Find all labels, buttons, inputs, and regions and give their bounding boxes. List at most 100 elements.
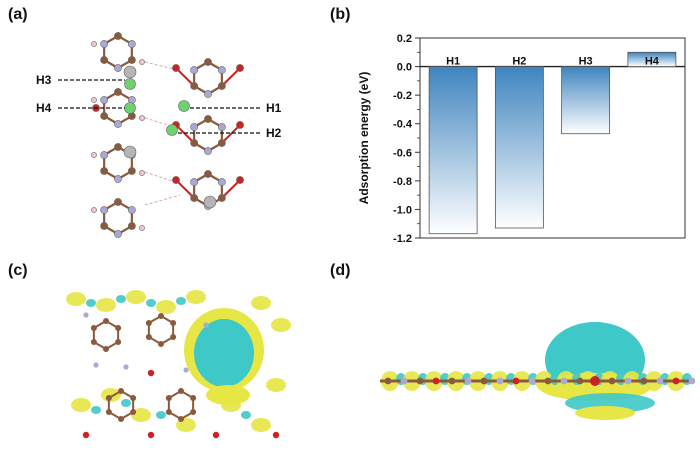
ring-atom (100, 167, 109, 175)
oxygen-atom (590, 376, 600, 386)
bar-h2 (494, 66, 544, 229)
carbon-atom (145, 320, 152, 326)
ring-atom (217, 82, 226, 90)
nitrogen-atom (93, 362, 99, 368)
ring-atom (204, 58, 212, 66)
oxygen-atom (82, 431, 90, 439)
hydrogen-atom (139, 115, 145, 121)
ring-atom (114, 198, 122, 206)
charge-gain-lobe (96, 298, 116, 312)
bond (221, 124, 241, 144)
layer-atom (656, 377, 664, 385)
layer-atom (576, 377, 584, 385)
ring-atom (100, 40, 109, 48)
layer-atom (400, 377, 408, 385)
layer-atom (672, 377, 680, 385)
adsorbate-atom (166, 124, 178, 136)
layer-atom (640, 377, 648, 385)
ring-atom (100, 56, 109, 64)
hydrogen-atom (91, 41, 97, 47)
carbon-atom (103, 318, 109, 324)
carbon-atom (130, 409, 137, 415)
ring-atom (114, 175, 122, 183)
panel-label-b: (b) (330, 6, 351, 23)
oxygen-atom (272, 431, 280, 439)
panel-label-d: (d) (330, 262, 351, 279)
nitrogen-atom (203, 322, 209, 328)
layer-atom (688, 377, 695, 385)
bond (221, 179, 241, 199)
carbon-atom (190, 409, 197, 415)
y-tick-label: -0.4 (393, 119, 413, 131)
adsorbate-atom (124, 102, 136, 114)
bar-h3 (561, 66, 611, 135)
ring-atom (127, 206, 136, 214)
y-tick-label: -0.6 (393, 147, 412, 159)
layer-atom (544, 377, 552, 385)
ring-atom (190, 66, 199, 74)
oxygen-atom (172, 64, 180, 72)
layer-atom (448, 377, 456, 385)
hydrogen-atom (139, 225, 145, 231)
layer-atom (608, 377, 616, 385)
bar-label-h4: H4 (645, 56, 660, 68)
charge-density-side-view (380, 315, 695, 425)
ring-atom (100, 96, 109, 104)
carbon-atom (165, 395, 172, 401)
site-label-h1: H1 (266, 101, 282, 115)
y-tick-label: -1.2 (393, 233, 412, 245)
ring-atom (114, 120, 122, 128)
metal-atom (123, 145, 137, 159)
ring-atom (204, 90, 212, 98)
layer-atom (496, 377, 504, 385)
site-label-h4: H4 (36, 101, 52, 115)
ring-atom (190, 82, 199, 90)
hydrogen-bond (144, 194, 181, 206)
carbon-atom (118, 388, 124, 394)
carbon-atom (145, 334, 152, 340)
charge-loss-lobe (146, 299, 156, 307)
metal-atom (203, 195, 217, 209)
charge-loss-lobe (86, 299, 96, 307)
carbon-atom (178, 388, 184, 394)
oxygen-atom (236, 64, 244, 72)
charge-loss-lobe (121, 399, 131, 407)
oxygen-atom (212, 431, 220, 439)
ring-atom (217, 139, 226, 147)
ring-atom (217, 178, 226, 186)
ring-atom (217, 123, 226, 131)
site-label-h3: H3 (36, 73, 52, 87)
layer-atom (624, 377, 632, 385)
y-axis-label: Adsorption energy (eV) (357, 72, 371, 205)
carbon-atom (170, 334, 177, 340)
bond (175, 67, 195, 87)
y-tick-label: -1.0 (393, 204, 412, 216)
carbon-atom (115, 325, 122, 331)
charge-loss-lobe (116, 295, 126, 303)
ring-atom (100, 222, 109, 230)
oxygen-atom (147, 369, 155, 377)
charge-gain-lobe (251, 296, 271, 310)
charge-loss-lobe (91, 406, 101, 414)
ring-atom (100, 112, 109, 120)
bar-h1 (428, 66, 478, 235)
charge-gain-lobe (186, 290, 206, 304)
structure-panel-a: H3 H4 H1 H2 (36, 32, 282, 238)
charge-gain-lobe (271, 318, 291, 332)
layer-atom (528, 377, 536, 385)
ring-atom (204, 115, 212, 123)
bar-label-h3: H3 (579, 56, 593, 68)
adsorbate-atom (124, 78, 136, 90)
hydrogen-bond (144, 61, 179, 71)
ring-atom (114, 230, 122, 238)
ring-atom (190, 194, 199, 202)
carbon-atom (158, 313, 164, 319)
ring-atom (114, 32, 122, 40)
ring-atom (217, 66, 226, 74)
hydrogen-atom (91, 207, 97, 213)
charge-loss-lobe (156, 411, 166, 419)
layer-atom (432, 377, 440, 385)
charge-gain-lobe (126, 290, 146, 304)
y-tick-label: 0.2 (397, 33, 412, 45)
layer-atom (480, 377, 488, 385)
